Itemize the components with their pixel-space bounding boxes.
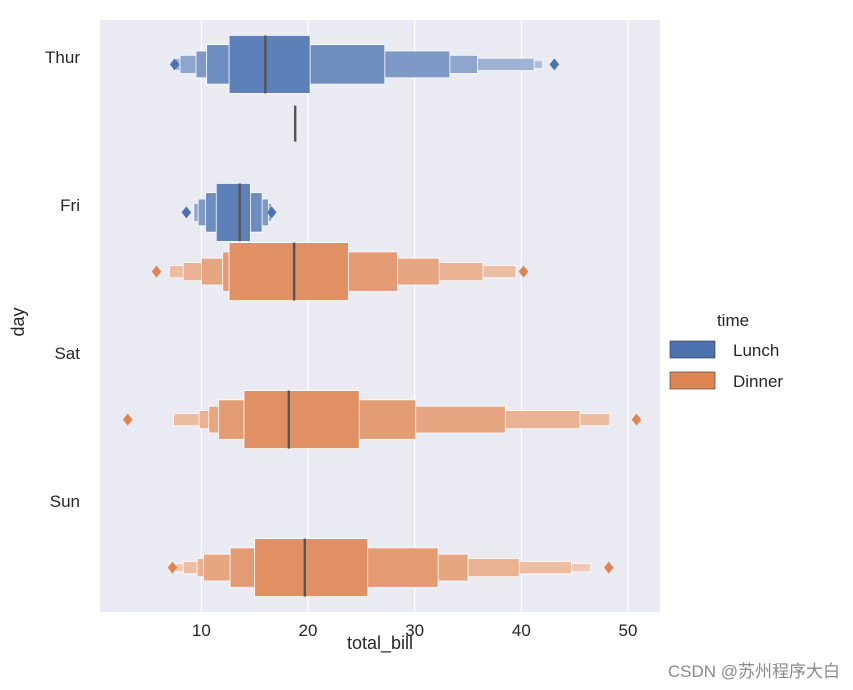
y-tick-label: Thur (45, 48, 80, 67)
outlier-point (122, 413, 133, 426)
legend-swatch-dinner (669, 371, 716, 390)
y-tick-label: Fri (60, 196, 80, 215)
outlier-point (181, 206, 192, 219)
outlier-point (169, 58, 180, 71)
outlier-point (518, 265, 529, 278)
x-tick-label: 40 (512, 621, 531, 640)
boxen-series (122, 34, 642, 598)
y-tick-label: Sun (50, 492, 80, 511)
legend: time Lunch Dinner (669, 311, 783, 391)
y-axis-ticks: Thur Fri Sat Sun (45, 48, 80, 511)
outlier-point (167, 561, 178, 574)
watermark: CSDN @苏州程序大白 (668, 662, 840, 681)
boxen-level (228, 242, 349, 302)
y-axis-label: day (8, 307, 28, 336)
legend-label-lunch: Lunch (733, 341, 779, 360)
legend-swatch-lunch (669, 340, 716, 359)
boxen-level (254, 538, 369, 598)
x-tick-label: 50 (619, 621, 638, 640)
grid-lines (200, 20, 629, 612)
outlier-point (549, 58, 560, 71)
outlier-point (151, 265, 162, 278)
legend-label-dinner: Dinner (733, 372, 783, 391)
outlier-point (266, 206, 277, 219)
x-axis-label: total_bill (347, 633, 413, 654)
boxen-level (215, 182, 251, 242)
x-tick-label: 20 (299, 621, 318, 640)
x-tick-label: 30 (405, 621, 424, 640)
y-tick-label: Sat (54, 344, 80, 363)
boxen-level (243, 390, 360, 450)
x-tick-label: 10 (192, 621, 211, 640)
boxen-level (228, 34, 311, 94)
plot-area (100, 20, 660, 612)
legend-title: time (717, 311, 749, 330)
x-axis-ticks: 10 20 30 40 50 (192, 621, 638, 640)
outlier-point (631, 413, 642, 426)
outlier-point (604, 561, 614, 574)
